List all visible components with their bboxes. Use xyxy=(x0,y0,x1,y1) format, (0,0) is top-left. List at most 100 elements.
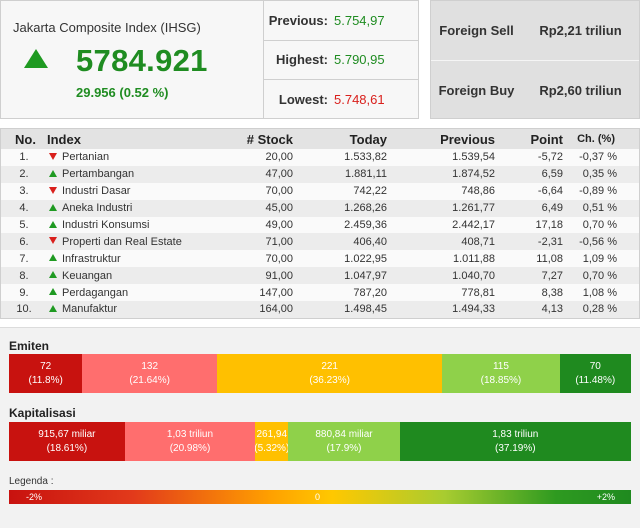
legend-min: -2% xyxy=(26,492,43,502)
row-previous: 748,86 xyxy=(461,185,495,198)
row-index-label: Aneka Industri xyxy=(62,202,133,215)
row-today: 1.022,95 xyxy=(344,252,387,265)
table-body: 1. Pertanian 20,00 1.533,82 1.539,54 -5,72 -0,… xyxy=(1,149,639,318)
row-today: 1.533,82 xyxy=(344,151,387,164)
emiten-segment-pct: (21.64%) xyxy=(129,374,170,386)
emiten-segment-pct: (36.23%) xyxy=(309,374,350,386)
stat-highest-value: 5.790,95 xyxy=(334,52,385,68)
row-change: -0,37 % xyxy=(579,151,617,164)
row-previous: 1.040,70 xyxy=(452,269,495,282)
emiten-segment: 72 (11.8%) xyxy=(9,354,83,393)
row-previous: 1.494,33 xyxy=(452,303,495,316)
foreign-sell: Foreign Sell Rp2,21 triliun xyxy=(431,1,639,60)
kapitalisasi-title: Kapitalisasi xyxy=(9,406,76,420)
legend-max: +2% xyxy=(596,492,615,502)
row-change: 0,51 % xyxy=(582,202,617,215)
kapitalisasi-segment-value: 261,94 xyxy=(256,428,288,440)
up-arrow-icon xyxy=(49,271,57,279)
index-stats: Previous: 5.754,97 Highest: 5.790,95 Low… xyxy=(264,0,419,119)
col-stock: # Stock xyxy=(246,131,293,147)
row-previous: 2.442,17 xyxy=(452,219,495,231)
row-today: 787,20 xyxy=(353,286,387,299)
row-index: Industri Dasar xyxy=(47,183,241,200)
kapitalisasi-segment-value: 880,84 miliar xyxy=(315,428,373,440)
stat-lowest: Lowest: 5.748,61 xyxy=(264,80,418,120)
row-no: 2. xyxy=(19,168,29,181)
row-stock: 164,00 xyxy=(259,303,293,316)
row-previous: 1.261,77 xyxy=(452,202,495,215)
row-point: -6,64 xyxy=(537,185,563,198)
emiten-segment: 115 (18.85%) xyxy=(442,354,560,393)
emiten-bar: 72 (11.8%) 132 (21.64%) 221 (36.23%) 115 (18.85… xyxy=(9,354,631,393)
row-stock: 147,00 xyxy=(259,286,293,299)
kapitalisasi-segment-pct: (17.9%) xyxy=(326,442,362,454)
up-arrow-icon xyxy=(49,305,57,313)
table-row: 5. Industri Konsumsi 49,00 2.459,36 2.442,17… xyxy=(1,217,639,234)
row-index: Industri Konsumsi xyxy=(47,217,241,234)
row-index: Perdagangan xyxy=(47,284,241,301)
up-arrow-icon xyxy=(49,220,57,228)
stat-lowest-value: 5.748,61 xyxy=(334,92,385,108)
kapitalisasi-bar: 915,67 miliar (18.61%) 1,03 triliun (20.98%… xyxy=(9,422,631,461)
emiten-segment: 221 (36.23%) xyxy=(216,354,443,393)
down-arrow-icon xyxy=(49,237,57,245)
row-no: 5. xyxy=(19,219,29,231)
up-arrow-icon xyxy=(49,169,57,177)
row-no: 9. xyxy=(19,286,29,299)
up-arrow-icon xyxy=(49,203,57,211)
index-value: 5784.921 xyxy=(76,43,208,78)
kapitalisasi-segment: 915,67 miliar (18.61%) xyxy=(9,422,125,461)
emiten-segment-pct: (11.8%) xyxy=(28,374,63,386)
row-change: 1,08 % xyxy=(582,286,617,299)
table-row: 3. Industri Dasar 70,00 742,22 748,86 -6,64 -0… xyxy=(1,183,639,200)
row-stock: 20,00 xyxy=(265,151,293,164)
legend-title: Legenda : xyxy=(9,476,54,487)
kapitalisasi-segment-pct: (20.98%) xyxy=(169,442,211,454)
table-row: 8. Keuangan 91,00 1.047,97 1.040,70 7,27 0,70 … xyxy=(1,267,639,285)
row-previous: 1.011,88 xyxy=(452,252,495,265)
emiten-segment-value: 132 xyxy=(141,360,159,372)
foreign-flow: Foreign Sell Rp2,21 triliun Foreign Buy … xyxy=(430,0,640,119)
table-row: 10. Manufaktur 164,00 1.498,45 1.494,33 4,13 0… xyxy=(1,301,639,318)
row-change: 0,35 % xyxy=(582,168,617,181)
row-change: 0,70 % xyxy=(582,269,617,282)
kapitalisasi-segment-pct: (5.32%) xyxy=(255,442,289,454)
row-today: 406,40 xyxy=(353,235,387,248)
row-point: 17,18 xyxy=(535,219,563,231)
row-today: 2.459,36 xyxy=(344,219,387,231)
stat-previous-value: 5.754,97 xyxy=(334,12,385,28)
index-summary: Jakarta Composite Index (IHSG) 5784.921 … xyxy=(0,0,264,119)
row-point: 6,59 xyxy=(541,168,563,181)
row-index-label: Properti dan Real Estate xyxy=(62,235,182,248)
row-today: 1.047,97 xyxy=(344,269,387,282)
row-no: 6. xyxy=(19,235,29,248)
kapitalisasi-segment-value: 915,67 miliar xyxy=(38,428,96,440)
foreign-buy-label: Foreign Buy xyxy=(438,82,515,98)
kapitalisasi-segment: 1,83 triliun (37.19%) xyxy=(399,422,631,461)
emiten-segment-pct: (11.48%) xyxy=(575,374,616,386)
legend-gradient: -2% 0 +2% xyxy=(9,490,631,504)
row-stock: 70,00 xyxy=(265,185,293,198)
row-point: 4,13 xyxy=(541,303,563,316)
row-index-label: Manufaktur xyxy=(62,303,118,316)
col-index: Index xyxy=(47,131,81,147)
row-stock: 49,00 xyxy=(265,219,293,231)
table-row: 6. Properti dan Real Estate 71,00 406,40 408… xyxy=(1,233,639,251)
row-stock: 47,00 xyxy=(265,168,293,181)
table-header: No. Index # Stock Today Previous Point C… xyxy=(1,129,639,149)
down-arrow-icon xyxy=(49,153,57,161)
col-today: Today xyxy=(349,131,387,147)
row-point: -2,31 xyxy=(537,235,563,248)
row-index: Properti dan Real Estate xyxy=(47,233,241,250)
foreign-buy: Foreign Buy Rp2,60 triliun xyxy=(431,60,639,119)
row-index-label: Industri Konsumsi xyxy=(62,219,150,231)
row-index-label: Industri Dasar xyxy=(62,185,131,198)
row-change: 0,28 % xyxy=(582,303,617,316)
row-index: Aneka Industri xyxy=(47,200,241,217)
col-no: No. xyxy=(15,131,36,147)
legend-mid: 0 xyxy=(315,492,321,502)
emiten-segment: 132 (21.64%) xyxy=(82,354,217,393)
stat-lowest-label: Lowest: xyxy=(278,92,328,108)
row-today: 1.268,26 xyxy=(344,202,387,215)
foreign-sell-value: Rp2,21 triliun xyxy=(539,23,622,38)
